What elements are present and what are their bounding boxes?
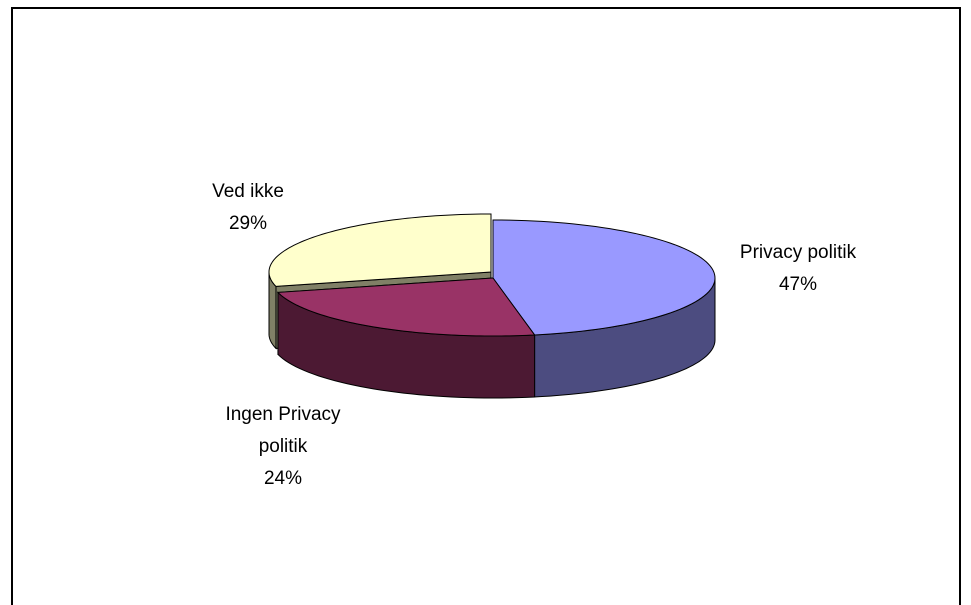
slice-percent-label-2: 29%: [229, 213, 267, 234]
slice-label-1: politik: [259, 436, 308, 457]
slice-label-1: Ingen Privacy: [225, 404, 341, 425]
pie-slice-1: [276, 277, 536, 337]
slice-percent-label-0: 47%: [779, 274, 817, 295]
pie-slice-2: [268, 213, 492, 287]
slice-label-2: Ved ikke: [212, 181, 284, 202]
slice-percent-label-1: 24%: [264, 468, 302, 489]
slice-label-0: Privacy politik: [740, 242, 857, 263]
pie-slice-0: [492, 219, 716, 336]
